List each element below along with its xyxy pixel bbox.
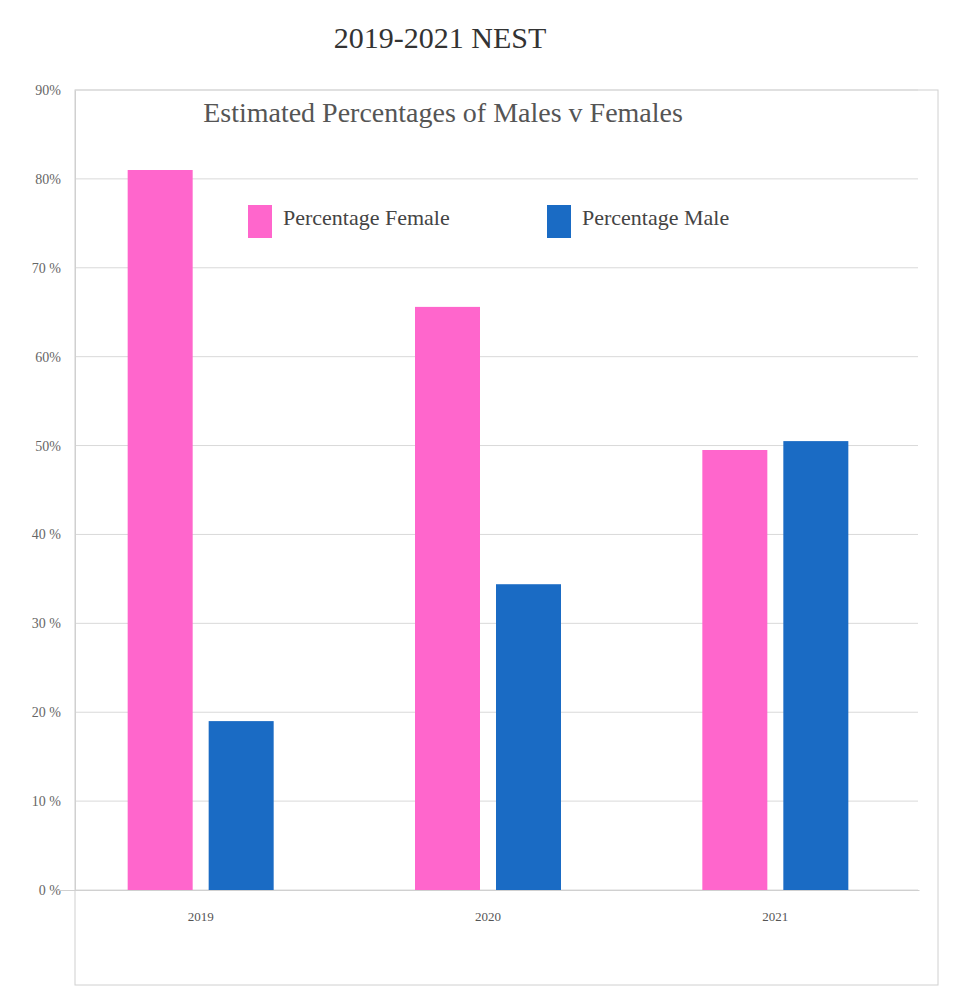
bar xyxy=(209,721,274,890)
grid-line xyxy=(75,267,918,268)
x-tick: 2019 xyxy=(188,890,214,924)
y-tick-label: 90% xyxy=(35,83,61,98)
y-tick-label: 50% xyxy=(35,439,61,454)
y-tick: 70 % xyxy=(32,261,75,276)
bar-series xyxy=(128,170,768,890)
x-tick: 2021 xyxy=(762,890,788,924)
bar-series xyxy=(209,441,849,890)
grid-line xyxy=(75,178,918,179)
y-tick: 60% xyxy=(35,350,75,365)
frame xyxy=(75,90,938,985)
legend-swatch xyxy=(248,205,272,238)
bar xyxy=(783,441,848,890)
y-tick-label: 70 % xyxy=(32,261,62,276)
y-tick: 30 % xyxy=(32,616,75,631)
bar xyxy=(128,170,193,890)
legend-label: Percentage Female xyxy=(283,205,450,230)
x-tick: 2020 xyxy=(475,890,501,924)
y-tick: 50% xyxy=(35,439,75,454)
y-tick-label: 10 % xyxy=(32,794,62,809)
grid-line xyxy=(75,356,918,357)
legend-swatch xyxy=(547,205,571,238)
x-tick-label: 2019 xyxy=(188,909,214,924)
y-tick: 20 % xyxy=(32,705,75,720)
y-tick: 40 % xyxy=(32,527,75,542)
bars xyxy=(128,170,849,890)
y-tick-label: 30 % xyxy=(32,616,62,631)
title: 2019-2021 NEST xyxy=(334,21,547,54)
bar xyxy=(496,584,561,890)
y-tick: 80% xyxy=(35,172,75,187)
y-tick-label: 60% xyxy=(35,350,61,365)
y-tick-label: 20 % xyxy=(32,705,62,720)
y-axis-line xyxy=(75,91,76,891)
y-axis: 0 %10 %20 %30 %40 %50%60%70 %80%90% xyxy=(32,83,76,898)
legend-item: Percentage Male xyxy=(547,205,729,238)
y-tick-label: 80% xyxy=(35,172,61,187)
legend: Percentage Female Percentage Male xyxy=(248,205,729,238)
y-tick-label: 40 % xyxy=(32,527,62,542)
y-tick: 90% xyxy=(35,83,75,98)
x-axis: 2019 2020 2021 xyxy=(58,890,920,924)
legend-item: Percentage Female xyxy=(248,205,450,238)
subtitle: Estimated Percentages of Males v Females xyxy=(203,97,683,128)
legend-label: Percentage Male xyxy=(582,205,729,230)
grid xyxy=(75,90,918,890)
grid-line xyxy=(75,90,918,91)
y-tick: 10 % xyxy=(32,794,75,809)
x-tick-label: 2020 xyxy=(475,909,501,924)
x-tick-label: 2021 xyxy=(762,909,788,924)
x-axis-line xyxy=(58,890,920,891)
bar xyxy=(702,450,767,890)
bar xyxy=(415,307,480,890)
chart: 0 %10 %20 %30 %40 %50%60%70 %80%90%20192… xyxy=(0,0,955,1000)
